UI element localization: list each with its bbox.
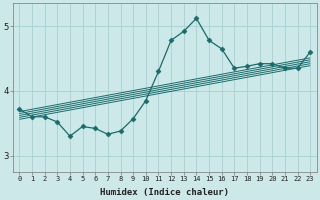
X-axis label: Humidex (Indice chaleur): Humidex (Indice chaleur)	[100, 188, 229, 197]
